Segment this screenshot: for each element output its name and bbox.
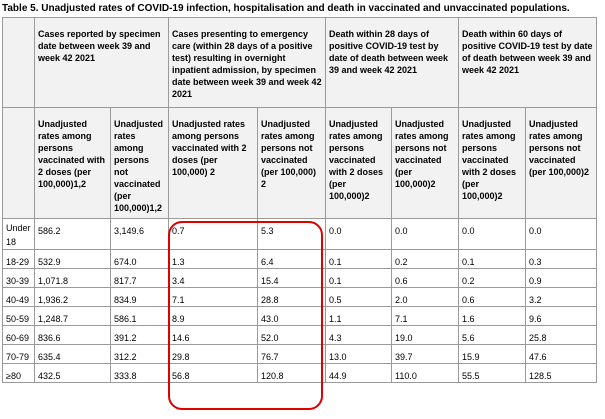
table-row: Under 18 586.2 3,149.6 0.7 5.3 0.0 0.0 0.0 0.0 — [2, 218, 597, 250]
rate-cell: 586.2 — [34, 218, 111, 250]
rate-cell: 76.7 — [257, 344, 326, 364]
age-band-cell: 60-69 — [2, 325, 35, 345]
rate-cell: 56.8 — [168, 363, 258, 383]
rate-cell: 0.0 — [325, 218, 392, 250]
sub-header-cell: Unadjusted rates among persons not vacci… — [525, 107, 597, 219]
rate-cell: 19.0 — [391, 325, 459, 345]
table-row: 70-79 635.4 312.2 29.8 76.7 13.0 39.7 15.9 47.6 — [2, 344, 597, 364]
rate-cell: 0.7 — [168, 218, 258, 250]
age-band-cell: 18-29 — [2, 249, 35, 269]
rate-cell: 817.7 — [110, 268, 169, 288]
rate-cell: 312.2 — [110, 344, 169, 364]
rate-cell: 47.6 — [525, 344, 597, 364]
rate-cell: 5.6 — [458, 325, 526, 345]
rate-cell: 9.6 — [525, 306, 597, 326]
rate-cell: 110.0 — [391, 363, 459, 383]
rate-cell: 0.1 — [325, 268, 392, 288]
rate-cell: 55.5 — [458, 363, 526, 383]
rate-cell: 120.8 — [257, 363, 326, 383]
rate-cell: 7.1 — [168, 287, 258, 307]
rate-cell: 1,936.2 — [34, 287, 111, 307]
age-band-cell: 30-39 — [2, 268, 35, 288]
rate-cell: 532.9 — [34, 249, 111, 269]
rate-cell: 8.9 — [168, 306, 258, 326]
rate-cell: 39.7 — [391, 344, 459, 364]
rate-cell: 836.6 — [34, 325, 111, 345]
rate-cell: 674.0 — [110, 249, 169, 269]
rate-cell: 0.6 — [391, 268, 459, 288]
rate-cell: 1.3 — [168, 249, 258, 269]
sub-header-cell: Unadjusted rates among persons not vacci… — [391, 107, 459, 219]
rate-cell: 3.4 — [168, 268, 258, 288]
rate-cell: 52.0 — [257, 325, 326, 345]
sub-header-cell: Unadjusted rates among persons vaccinate… — [168, 107, 258, 219]
age-band-cell: 50-59 — [2, 306, 35, 326]
rate-cell: 1,248.7 — [34, 306, 111, 326]
header-group-death-60: Death within 60 days of positive COVID-1… — [458, 17, 597, 108]
sub-header-cell: Unadjusted rates among persons vaccinate… — [34, 107, 111, 219]
age-band-cell: 70-79 — [2, 344, 35, 364]
rate-cell: 15.9 — [458, 344, 526, 364]
rate-cell: 14.6 — [168, 325, 258, 345]
rate-cell: 28.8 — [257, 287, 326, 307]
header-group-cases: Cases reported by specimen date between … — [34, 17, 169, 108]
sub-header-cell: Unadjusted rates among persons not vacci… — [257, 107, 326, 219]
rate-cell: 0.1 — [325, 249, 392, 269]
rate-cell: 29.8 — [168, 344, 258, 364]
table-row: 30-39 1,071.8 817.7 3.4 15.4 0.1 0.6 0.2 0.9 — [2, 268, 597, 288]
sub-header-row: Unadjusted rates among persons vaccinate… — [2, 107, 597, 219]
rates-table: Cases reported by specimen date between … — [2, 17, 597, 383]
rate-cell: 0.0 — [525, 218, 597, 250]
rate-cell: 635.4 — [34, 344, 111, 364]
header-group-blank — [2, 17, 35, 108]
rate-cell: 0.0 — [458, 218, 526, 250]
rate-cell: 834.9 — [110, 287, 169, 307]
rate-cell: 15.4 — [257, 268, 326, 288]
age-band-cell: 40-49 — [2, 287, 35, 307]
rate-cell: 0.3 — [525, 249, 597, 269]
header-group-hospitalisation: Cases presenting to emergency care (with… — [168, 17, 326, 108]
table-row: 40-49 1,936.2 834.9 7.1 28.8 0.5 2.0 0.6 3.2 — [2, 287, 597, 307]
rate-cell: 3,149.6 — [110, 218, 169, 250]
rate-cell: 25.8 — [525, 325, 597, 345]
table-row: 18-29 532.9 674.0 1.3 6.4 0.1 0.2 0.1 0.3 — [2, 249, 597, 269]
rate-cell: 0.6 — [458, 287, 526, 307]
sub-header-cell — [2, 107, 35, 219]
table-body: Under 18 586.2 3,149.6 0.7 5.3 0.0 0.0 0.0 0.0 18… — [2, 218, 597, 383]
rate-cell: 0.2 — [391, 249, 459, 269]
rate-cell: 1.1 — [325, 306, 392, 326]
age-band-cell: ≥80 — [2, 363, 35, 383]
age-band-cell: Under 18 — [2, 218, 35, 250]
rate-cell: 3.2 — [525, 287, 597, 307]
table-row: 50-59 1,248.7 586.1 8.9 43.0 1.1 7.1 1.6 9.6 — [2, 306, 597, 326]
rate-cell: 1,071.8 — [34, 268, 111, 288]
sub-header-cell: Unadjusted rates among persons not vacci… — [110, 107, 169, 219]
rate-cell: 4.3 — [325, 325, 392, 345]
rate-cell: 7.1 — [391, 306, 459, 326]
table-row: 60-69 836.6 391.2 14.6 52.0 4.3 19.0 5.6 25.8 — [2, 325, 597, 345]
rate-cell: 43.0 — [257, 306, 326, 326]
sub-header-cell: Unadjusted rates among persons vaccinate… — [325, 107, 392, 219]
rate-cell: 0.5 — [325, 287, 392, 307]
rate-cell: 0.9 — [525, 268, 597, 288]
rate-cell: 586.1 — [110, 306, 169, 326]
table-row: ≥80 432.5 333.8 56.8 120.8 44.9 110.0 55.5 128.5 — [2, 363, 597, 383]
rate-cell: 391.2 — [110, 325, 169, 345]
rate-cell: 0.0 — [391, 218, 459, 250]
rate-cell: 13.0 — [325, 344, 392, 364]
rate-cell: 333.8 — [110, 363, 169, 383]
rate-cell: 5.3 — [257, 218, 326, 250]
rate-cell: 0.2 — [458, 268, 526, 288]
header-group-death-28: Death within 28 days of positive COVID-1… — [325, 17, 459, 108]
rate-cell: 2.0 — [391, 287, 459, 307]
rate-cell: 128.5 — [525, 363, 597, 383]
rate-cell: 432.5 — [34, 363, 111, 383]
rate-cell: 1.6 — [458, 306, 526, 326]
header-group-row: Cases reported by specimen date between … — [2, 17, 597, 108]
table-title: Table 5. Unadjusted rates of COVID-19 in… — [2, 3, 570, 14]
rate-cell: 6.4 — [257, 249, 326, 269]
sub-header-cell: Unadjusted rates among persons vaccinate… — [458, 107, 526, 219]
rate-cell: 0.1 — [458, 249, 526, 269]
rate-cell: 44.9 — [325, 363, 392, 383]
